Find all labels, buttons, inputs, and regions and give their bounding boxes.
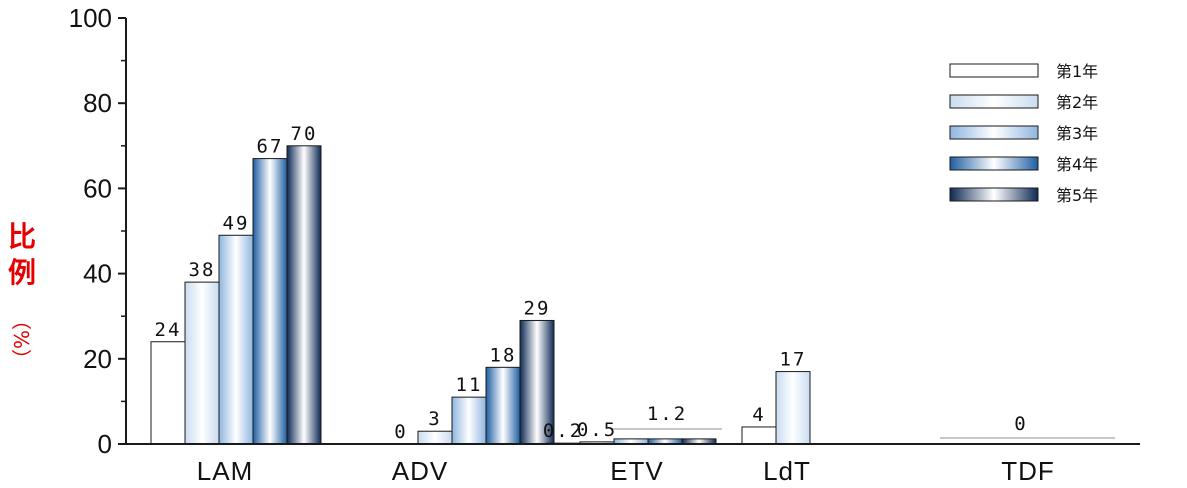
data-label: 18 — [490, 344, 517, 366]
bar — [184, 281, 220, 445]
data-label: 70 — [291, 123, 318, 145]
bar — [451, 396, 487, 445]
y-tick-label: 80 — [83, 88, 112, 118]
y-tick-label: 20 — [83, 344, 112, 374]
legend-swatch — [949, 187, 1039, 202]
data-label: 38 — [189, 259, 216, 281]
legend-swatch — [949, 156, 1039, 171]
legend-swatch — [949, 125, 1039, 140]
data-label: 0.2 — [543, 420, 583, 442]
group-label-etv: 1.2 — [647, 403, 687, 425]
legend-label: 第1年 — [1056, 62, 1098, 81]
bar — [218, 234, 254, 445]
data-label: 67 — [257, 136, 284, 158]
bars — [150, 145, 811, 445]
bar — [417, 430, 453, 445]
y-tick-label: 100 — [69, 3, 112, 33]
bar — [741, 426, 777, 445]
y-tick-label: 0 — [98, 429, 112, 459]
bar — [252, 158, 288, 445]
data-label: 0 — [394, 421, 407, 443]
x-category-label: TDF — [1001, 456, 1055, 486]
bar — [485, 366, 521, 445]
x-category-label: LdT — [763, 456, 811, 486]
bar — [286, 145, 322, 445]
data-label: 24 — [155, 319, 182, 341]
x-category-label: LAM — [197, 456, 253, 486]
y-axis-label: 比 例 （%） — [8, 220, 36, 369]
data-label: 29 — [524, 297, 551, 319]
data-label: 4 — [752, 404, 765, 426]
bar — [150, 341, 186, 445]
y-tick-label: 40 — [83, 259, 112, 289]
legend-swatch — [949, 94, 1039, 109]
legend-label: 第5年 — [1056, 186, 1098, 205]
y-axis-unit: （%） — [9, 310, 33, 369]
data-label: 17 — [780, 349, 807, 371]
y-axis-title-char-1: 比 — [8, 220, 36, 253]
baseline-guides — [612, 428, 1115, 439]
group-label-tdf: 0 — [1014, 413, 1027, 435]
x-category-label: ETV — [610, 456, 664, 486]
legend-label: 第3年 — [1056, 124, 1098, 143]
y-axis-title-char-2: 例 — [8, 256, 36, 289]
data-label: 0.5 — [577, 419, 617, 441]
data-label: 49 — [223, 212, 250, 234]
data-label: 11 — [456, 374, 483, 396]
x-category-label: ADV — [392, 456, 448, 486]
legend-label: 第4年 — [1056, 155, 1098, 174]
legend-swatch — [949, 63, 1039, 78]
bar — [519, 319, 555, 445]
y-tick-label: 60 — [83, 173, 112, 203]
data-label: 3 — [428, 408, 441, 430]
bar — [775, 371, 811, 445]
legend-label: 第2年 — [1056, 93, 1098, 112]
